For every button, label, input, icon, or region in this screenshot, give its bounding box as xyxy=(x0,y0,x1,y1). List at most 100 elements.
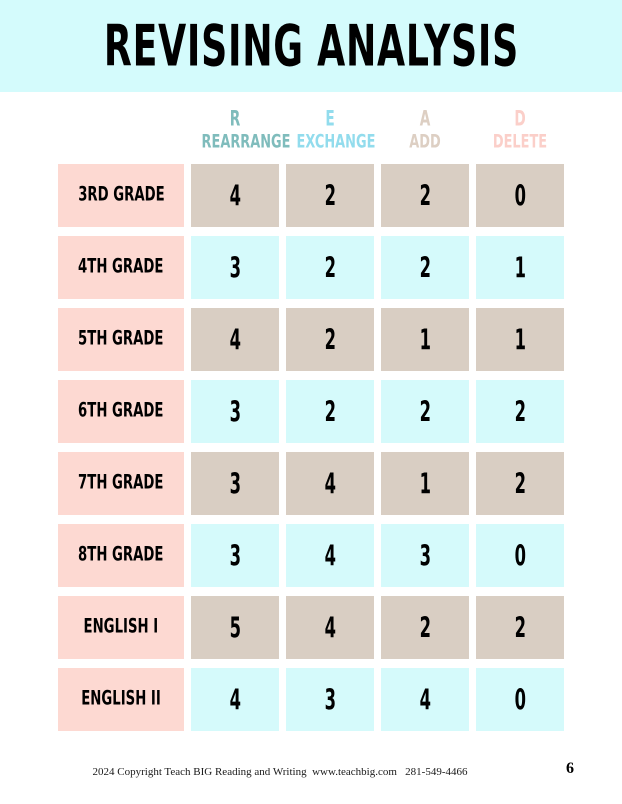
data-cell: 2 xyxy=(286,308,374,371)
data-cell-value: 4 xyxy=(324,538,336,573)
data-cell: 4 xyxy=(286,524,374,587)
row-label-cell: 3RD GRADE xyxy=(58,164,184,227)
row-label-text: 4TH GRADE xyxy=(78,255,164,279)
data-cell-value: 4 xyxy=(419,682,431,717)
row-label-text: ENGLISH II xyxy=(81,687,161,711)
data-cell-value: 2 xyxy=(419,250,431,285)
data-cell: 2 xyxy=(381,596,469,659)
data-cell: 2 xyxy=(381,380,469,443)
data-cell: 3 xyxy=(191,452,279,515)
row-label-cell: 6TH GRADE xyxy=(58,380,184,443)
data-cell-value: 4 xyxy=(229,322,241,357)
data-cell-value: 2 xyxy=(324,250,336,285)
data-cell-value: 1 xyxy=(514,322,526,357)
data-cell: 3 xyxy=(286,668,374,731)
data-cell: 3 xyxy=(191,380,279,443)
table-corner-cell xyxy=(58,110,184,155)
data-cell-value: 2 xyxy=(514,610,526,645)
copyright-text: 2024 Copyright Teach BIG Reading and Wri… xyxy=(92,766,468,778)
data-cell-value: 2 xyxy=(514,466,526,501)
data-cell: 0 xyxy=(476,668,564,731)
data-cell-value: 2 xyxy=(324,394,336,429)
data-cell: 1 xyxy=(476,308,564,371)
data-cell-value: 2 xyxy=(419,394,431,429)
table-grid: R REARRANGE E EXCHANGE A ADD D DELETE 3RD GRADE 4… xyxy=(58,106,564,731)
row-label-text: 6TH GRADE xyxy=(78,399,164,423)
data-cell: 2 xyxy=(286,380,374,443)
column-header-exchange: E EXCHANGE xyxy=(286,106,376,155)
data-cell-value: 4 xyxy=(324,466,336,501)
data-cell-value: 1 xyxy=(419,466,431,501)
row-label-cell: 7TH GRADE xyxy=(58,452,184,515)
row-label-text: 7TH GRADE xyxy=(78,471,164,495)
data-cell-value: 2 xyxy=(514,394,526,429)
data-cell: 1 xyxy=(381,308,469,371)
data-cell: 3 xyxy=(191,236,279,299)
row-label-cell: 5TH GRADE xyxy=(58,308,184,371)
row-label-text: 3RD GRADE xyxy=(77,183,165,207)
data-cell: 0 xyxy=(476,164,564,227)
data-cell-value: 0 xyxy=(514,682,526,717)
data-cell-value: 5 xyxy=(229,610,241,645)
column-header-letter: E xyxy=(325,106,335,132)
data-cell: 3 xyxy=(381,524,469,587)
data-cell-value: 1 xyxy=(514,250,526,285)
data-cell: 4 xyxy=(286,596,374,659)
column-header-delete: D DELETE xyxy=(476,106,564,155)
data-cell-value: 0 xyxy=(514,178,526,213)
data-cell-value: 3 xyxy=(229,538,241,573)
column-header-word: EXCHANGE xyxy=(296,130,376,154)
column-header-letter: D xyxy=(514,106,526,132)
data-cell-value: 1 xyxy=(419,322,431,357)
data-cell-value: 4 xyxy=(229,682,241,717)
column-header-word: DELETE xyxy=(492,130,548,154)
column-header-add: A ADD xyxy=(381,106,469,155)
row-label-cell: 8TH GRADE xyxy=(58,524,184,587)
data-cell: 4 xyxy=(191,308,279,371)
column-header-rearrange: R REARRANGE xyxy=(191,106,291,155)
title-banner: REVISING ANALYSIS xyxy=(0,0,622,92)
data-cell-value: 3 xyxy=(229,466,241,501)
data-cell: 4 xyxy=(191,164,279,227)
page-title: REVISING ANALYSIS xyxy=(103,12,519,80)
data-cell: 2 xyxy=(286,236,374,299)
data-cell-value: 4 xyxy=(229,178,241,213)
data-cell: 2 xyxy=(476,380,564,443)
data-cell-value: 0 xyxy=(514,538,526,573)
row-label-text: ENGLISH I xyxy=(83,615,159,639)
data-cell: 2 xyxy=(476,596,564,659)
column-header-letter: R xyxy=(229,106,241,132)
data-cell: 0 xyxy=(476,524,564,587)
page-footer: 2024 Copyright Teach BIG Reading and Wri… xyxy=(0,760,622,792)
data-cell-value: 3 xyxy=(229,250,241,285)
data-cell: 2 xyxy=(476,452,564,515)
data-cell-value: 2 xyxy=(324,322,336,357)
data-cell: 1 xyxy=(381,452,469,515)
data-cell: 2 xyxy=(381,236,469,299)
revising-analysis-table: R REARRANGE E EXCHANGE A ADD D DELETE 3RD GRADE 4… xyxy=(58,106,564,731)
data-cell: 1 xyxy=(476,236,564,299)
page-number: 6 xyxy=(566,760,574,777)
row-label-text: 5TH GRADE xyxy=(78,327,164,351)
data-cell: 4 xyxy=(191,668,279,731)
row-label-cell: ENGLISH II xyxy=(58,668,184,731)
row-label-text: 8TH GRADE xyxy=(78,543,164,567)
data-cell: 3 xyxy=(191,524,279,587)
data-cell: 4 xyxy=(286,452,374,515)
data-cell: 5 xyxy=(191,596,279,659)
column-header-letter: A xyxy=(419,106,431,132)
data-cell-value: 3 xyxy=(324,682,336,717)
data-cell-value: 2 xyxy=(324,178,336,213)
data-cell-value: 2 xyxy=(419,610,431,645)
data-cell-value: 2 xyxy=(419,178,431,213)
data-cell: 2 xyxy=(286,164,374,227)
data-cell: 4 xyxy=(381,668,469,731)
column-header-word: ADD xyxy=(409,130,441,154)
row-label-cell: ENGLISH I xyxy=(58,596,184,659)
data-cell-value: 3 xyxy=(229,394,241,429)
data-cell: 2 xyxy=(381,164,469,227)
row-label-cell: 4TH GRADE xyxy=(58,236,184,299)
data-cell-value: 4 xyxy=(324,610,336,645)
column-header-word: REARRANGE xyxy=(201,130,291,154)
data-cell-value: 3 xyxy=(419,538,431,573)
